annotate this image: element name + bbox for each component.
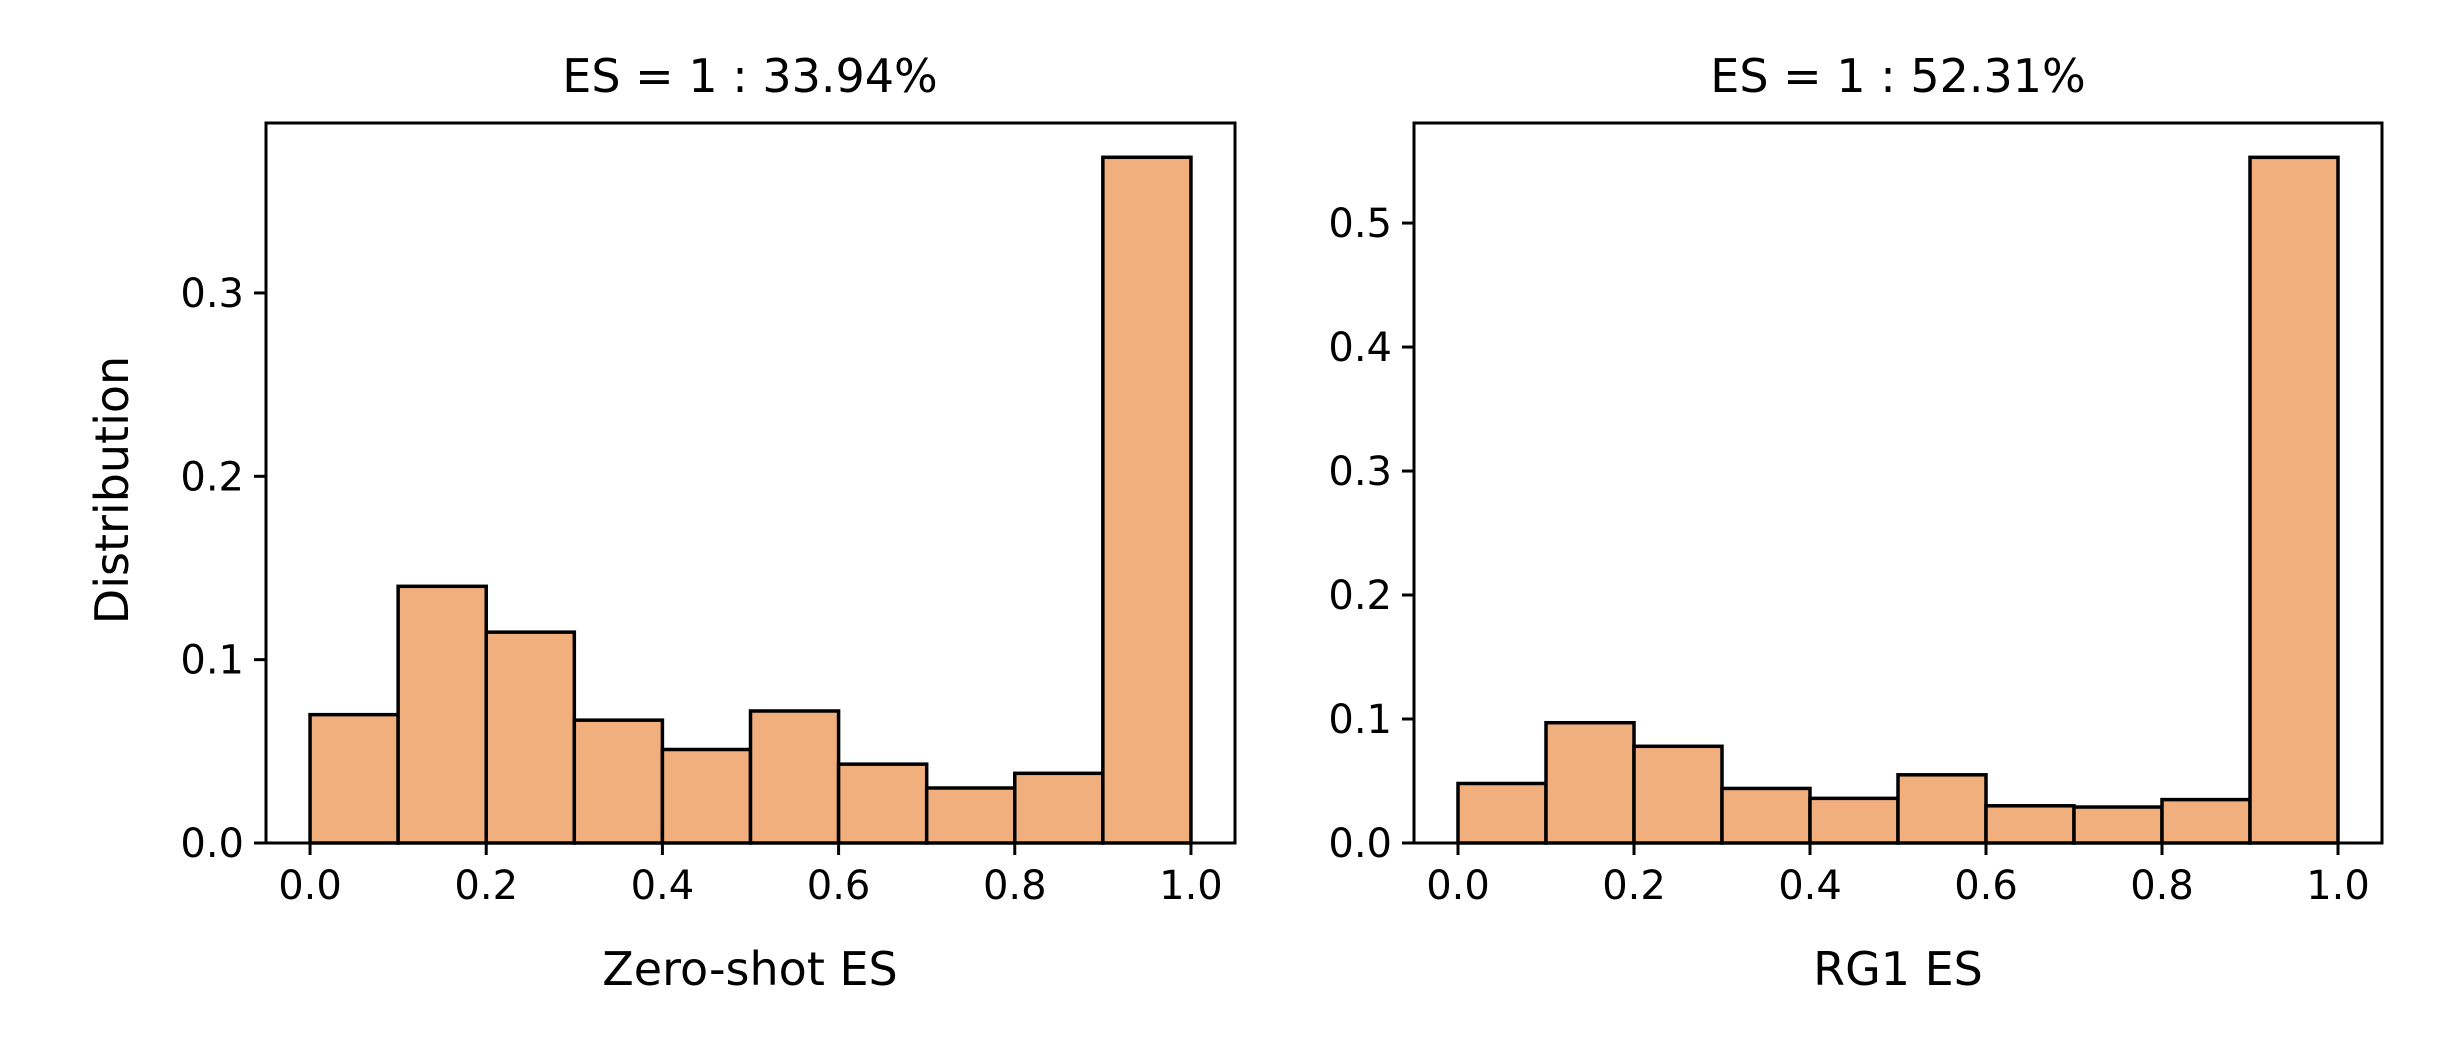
chart-title: ES = 1 : 52.31%: [1710, 49, 2085, 103]
histogram-bar: [1101, 155, 1193, 845]
histogram-bar: [660, 747, 753, 845]
x-tick-label: 0.6: [1954, 863, 2018, 909]
y-tick-label: 0.4: [1328, 325, 1392, 371]
x-tick-label: 1.0: [2306, 863, 2370, 909]
histogram-bar: [748, 709, 841, 845]
x-tick-label: 0.6: [807, 863, 871, 909]
histogram-bar: [1013, 771, 1105, 845]
y-tick-label: 0.0: [1328, 821, 1392, 867]
histogram-bar: [2160, 797, 2252, 845]
histogram-bar: [1896, 773, 1988, 845]
x-tick-label: 0.8: [983, 863, 1047, 909]
y-tick-label: 0.3: [180, 271, 244, 317]
y-tick-label: 0.2: [1328, 573, 1392, 619]
y-tick-label: 0.0: [180, 821, 244, 867]
y-tick-label: 0.2: [180, 454, 244, 500]
y-tick-label: 0.1: [180, 638, 244, 684]
histogram-bar: [1544, 720, 1636, 845]
x-tick-label: 0.0: [278, 863, 342, 909]
histogram-bar: [1720, 786, 1812, 845]
histogram-bar: [1456, 781, 1548, 845]
histogram-bar: [924, 786, 1017, 845]
y-tick-label: 0.3: [1328, 449, 1392, 495]
histogram-bar: [484, 630, 577, 845]
ticks: 0.0 0.2 0.4 0.6 0.8 1.0 0.0 0.1 0.2 0.3 0.4 0.5: [1328, 201, 2369, 909]
ticks: 0.0 0.2 0.4 0.6 0.8 1.0 0.0 0.1 0.2 0.3: [180, 271, 1222, 909]
plot-frame: [264, 121, 1237, 845]
histogram-bar: [2248, 155, 2340, 845]
x-tick-label: 0.8: [2130, 863, 2194, 909]
bars: [1456, 155, 2340, 845]
x-tick-label: 0.0: [1426, 863, 1490, 909]
histogram-bar: [396, 584, 488, 845]
histogram-panel-rg1: ES = 1 : 52.31% RG1 ES 0.0 0.2 0.4 0.6 0.8 1.…: [1328, 49, 2384, 996]
histogram-bar: [1632, 744, 1724, 845]
x-tick-label: 0.4: [631, 863, 695, 909]
x-axis-label: Zero-shot ES: [602, 942, 898, 996]
histogram-bar: [1808, 796, 1900, 845]
histogram-bar: [1984, 804, 2076, 845]
histogram-panel-zero-shot: ES = 1 : 33.94% Zero-shot ES Distributio…: [85, 49, 1237, 996]
histogram-bar: [308, 712, 400, 845]
x-tick-label: 0.2: [1602, 863, 1666, 909]
x-axis-label: RG1 ES: [1813, 942, 1983, 996]
y-axis-label: Distribution: [85, 356, 139, 624]
histogram-bar: [2072, 805, 2164, 845]
chart-title: ES = 1 : 33.94%: [562, 49, 937, 103]
bars: [308, 155, 1193, 845]
x-tick-label: 0.2: [454, 863, 518, 909]
x-tick-label: 0.4: [1778, 863, 1842, 909]
histogram-bar: [836, 762, 929, 845]
plot-frame: [1412, 121, 2384, 845]
y-tick-label: 0.5: [1328, 201, 1392, 247]
y-tick-label: 0.1: [1328, 697, 1392, 743]
x-tick-label: 1.0: [1159, 863, 1223, 909]
histogram-bar: [572, 718, 665, 845]
